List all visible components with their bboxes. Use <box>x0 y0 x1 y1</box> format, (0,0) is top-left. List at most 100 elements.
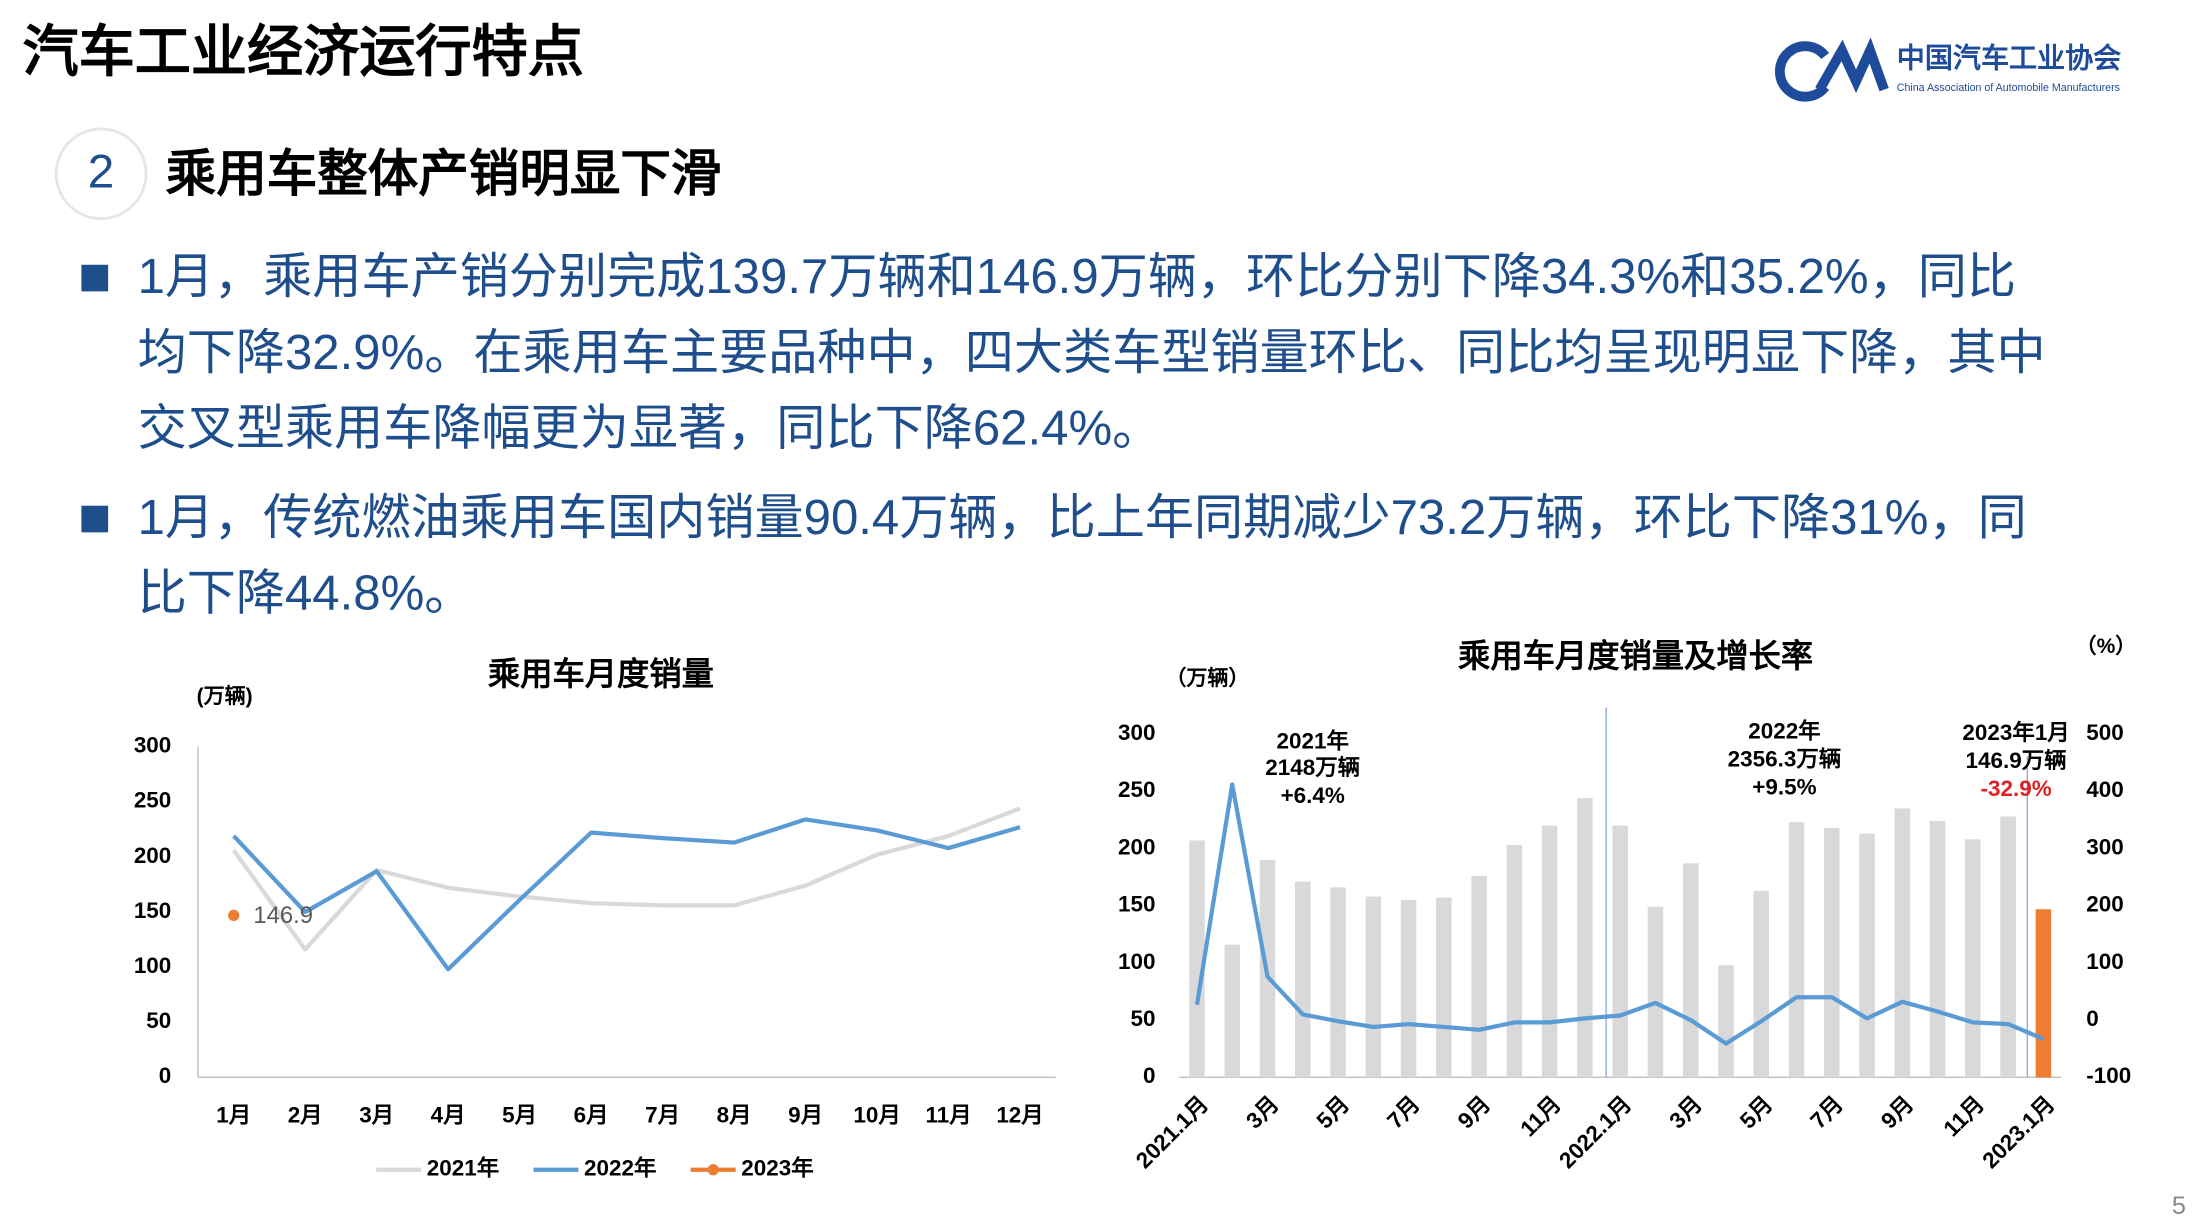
page-title: 汽车工业经济运行特点 <box>22 20 583 83</box>
bar <box>1788 822 1805 1078</box>
legend-label: 2023年 <box>741 1155 813 1181</box>
bar <box>1436 897 1452 1078</box>
annotation: 2356.3万辆 <box>1728 747 1842 772</box>
logo-mark <box>1815 37 1889 94</box>
x-tick-label: 3月 <box>359 1102 394 1127</box>
x-tick-label: 3月 <box>1664 1091 1706 1133</box>
bar <box>1965 839 1981 1078</box>
y-tick-label: 50 <box>146 1008 171 1033</box>
annotation: 2148万辆 <box>1265 755 1360 780</box>
y-tick-label: 150 <box>134 898 171 923</box>
section-number: 2 <box>88 146 115 199</box>
x-tick-label: 2021.1月 <box>1131 1091 1213 1173</box>
y2-tick-label: 0 <box>2086 1006 2098 1031</box>
bar <box>2000 816 2016 1078</box>
y2-tick-label: 200 <box>2086 892 2123 917</box>
x-tick-label: 5月 <box>1735 1091 1777 1133</box>
x-tick-label: 1月 <box>216 1102 251 1127</box>
bar <box>1753 890 1770 1078</box>
bullet-square <box>81 264 109 292</box>
x-tick-label: 10月 <box>853 1102 900 1127</box>
y-tick-label: 0 <box>1143 1063 1155 1088</box>
y-tick-label: 0 <box>159 1063 171 1088</box>
section-badge <box>54 127 148 220</box>
bar <box>1224 944 1240 1078</box>
bar <box>1295 881 1311 1078</box>
y2-tick-label: -100 <box>2086 1063 2131 1088</box>
bar <box>1400 899 1417 1078</box>
bullet-line: 比下降44.8%。 <box>138 567 474 621</box>
x-tick-label: 2022.1月 <box>1554 1091 1636 1173</box>
logo-en: China Association of Automobile Manufact… <box>1897 82 2120 94</box>
bar <box>1577 798 1593 1078</box>
annotation: +6.4% <box>1281 783 1345 808</box>
x-tick-label: 11月 <box>925 1102 971 1127</box>
bar <box>1541 825 1558 1078</box>
y-tick-label: 200 <box>134 843 171 868</box>
bar <box>1647 906 1664 1078</box>
bar <box>1894 808 1911 1078</box>
x-tick-label: 7月 <box>1382 1091 1424 1133</box>
y2-tick-label: 300 <box>2086 834 2123 859</box>
bar <box>1189 840 1205 1078</box>
point <box>228 909 240 922</box>
logo: 中国汽车工业协会 China Association of Automobile… <box>1774 37 2122 102</box>
annotation: +9.5% <box>1752 775 1816 800</box>
line <box>232 817 1021 972</box>
chart-title: 乘用车月度销量及增长率 <box>1458 638 1813 674</box>
x-tick-label: 11月 <box>1515 1091 1565 1141</box>
y-tick-label: 200 <box>1118 834 1155 859</box>
y-tick-label: 50 <box>1130 1006 1155 1031</box>
bullet-line: 均下降32.9%。在乘用车主要品种中，四大类车型销量环比、同比均呈现明显下降，其… <box>138 326 2046 380</box>
logo-mark <box>1774 41 1830 102</box>
line <box>1194 782 2045 1046</box>
x-tick-label: 12月 <box>996 1102 1043 1127</box>
bullet-square <box>81 505 109 533</box>
y-tick-label: 300 <box>134 733 171 758</box>
x-tick-label: 11月 <box>1939 1091 1989 1141</box>
annotation: 2022年 <box>1748 718 1820 744</box>
bar <box>2035 909 2052 1078</box>
x-tick-label: 9月 <box>1453 1091 1495 1133</box>
line <box>231 806 1021 952</box>
x-tick-label: 8月 <box>717 1102 752 1127</box>
x-tick-label: 3月 <box>1241 1091 1283 1133</box>
y-tick-label: 100 <box>134 953 171 978</box>
bullet-line: 1月，乘用车产销分别完成139.7万辆和146.9万辆，环比分别下降34.3%和… <box>138 250 2016 304</box>
annotation: 2021年 <box>1277 727 1349 753</box>
x-tick-label: 7月 <box>1806 1091 1848 1133</box>
bar <box>1471 875 1487 1078</box>
x-tick-label: 4月 <box>431 1102 466 1127</box>
bar <box>1718 965 1734 1078</box>
y-tick-label: 250 <box>134 788 171 813</box>
bullet-line: 1月，传统燃油乘用车国内销量90.4万辆，比上年同期减少73.2万辆，环比下降3… <box>138 491 2027 545</box>
y-axis-label: （万辆） <box>1165 666 1249 690</box>
y-tick-label: 100 <box>1118 949 1155 974</box>
data-label: 146.9 <box>253 902 313 929</box>
annotation: -32.9% <box>1981 776 2052 801</box>
bullet-line: 交叉型乘用车降幅更为显著，同比下降62.4%。 <box>138 401 1162 455</box>
y-axis-label: (万辆) <box>197 684 253 708</box>
y-tick-label: 300 <box>1118 720 1155 745</box>
annotation: 2023年1月 <box>1962 719 2069 745</box>
bar <box>1330 887 1346 1078</box>
bar <box>1612 825 1628 1078</box>
page-number: 5 <box>2172 1192 2186 1220</box>
bar <box>1506 845 1523 1078</box>
bar <box>1365 896 1382 1078</box>
y2-axis-label: （%） <box>2076 634 2137 658</box>
legend-label: 2021年 <box>427 1155 499 1181</box>
legend-swatch <box>707 1164 719 1176</box>
logo-cn: 中国汽车工业协会 <box>1897 42 2122 74</box>
x-tick-label: 6月 <box>574 1102 609 1127</box>
bar <box>1824 827 1840 1078</box>
chart-title: 乘用车月度销量 <box>488 656 714 692</box>
x-tick-label: 7月 <box>645 1102 680 1127</box>
y-tick-label: 250 <box>1118 777 1155 802</box>
bar <box>1682 863 1699 1078</box>
bar <box>1929 821 1946 1078</box>
y2-tick-label: 100 <box>2086 949 2123 974</box>
x-tick-label: 5月 <box>1312 1091 1354 1133</box>
x-tick-label: 9月 <box>788 1102 823 1127</box>
